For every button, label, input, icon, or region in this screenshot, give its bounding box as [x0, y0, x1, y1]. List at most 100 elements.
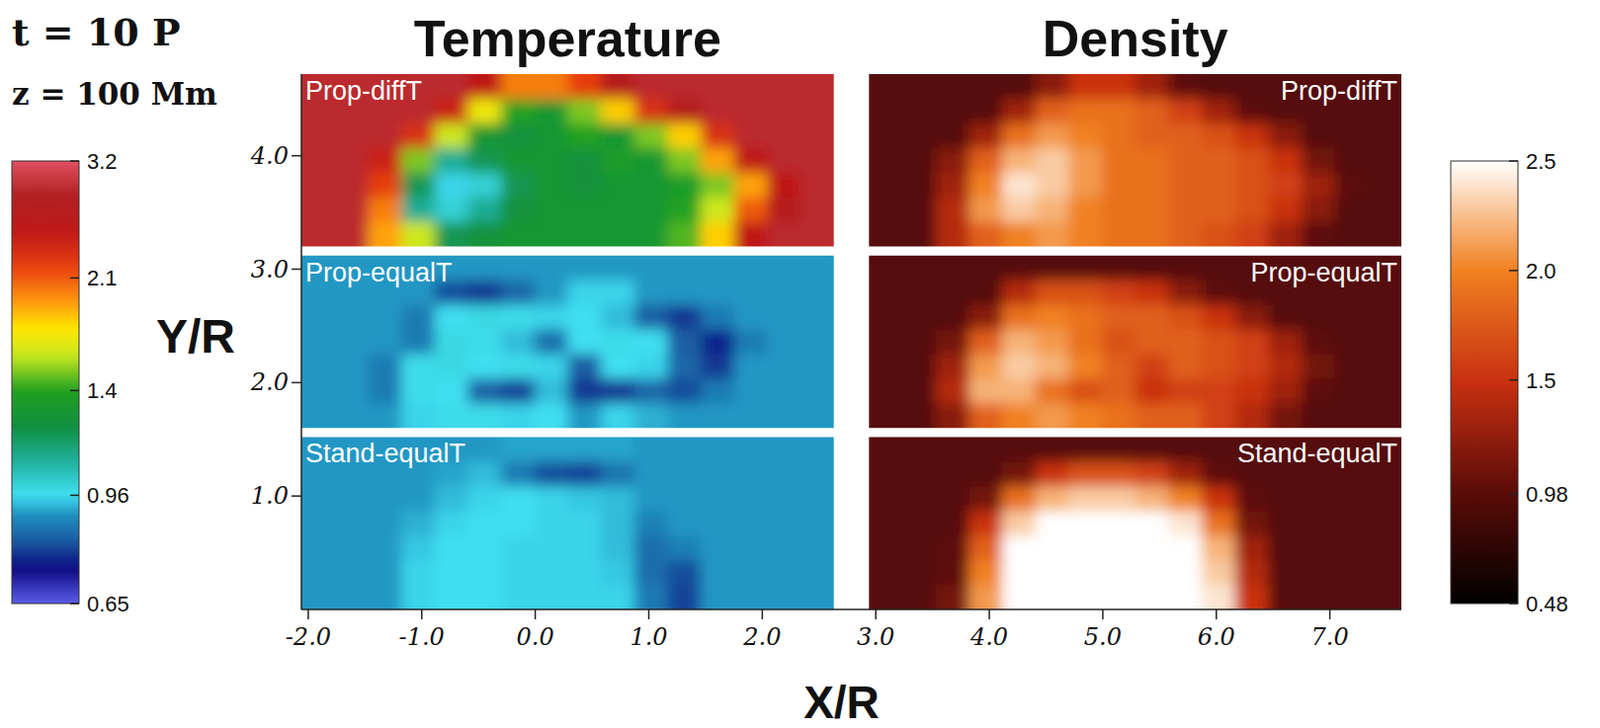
heatmap-cell — [734, 436, 768, 463]
heatmap-cell — [534, 403, 569, 428]
heatmap-cell — [534, 378, 569, 405]
heatmap-cell — [935, 461, 970, 488]
heatmap-cell — [700, 378, 735, 405]
heatmap-cell — [1235, 353, 1269, 380]
heatmap-cell — [766, 98, 801, 125]
heatmap-cell — [902, 560, 936, 587]
heatmap-cell — [1301, 535, 1336, 562]
panel — [868, 436, 1402, 610]
heatmap-cell — [634, 486, 669, 512]
heatmap-cell — [301, 148, 336, 174]
heatmap-cell — [301, 378, 336, 405]
heatmap-cell — [734, 330, 768, 356]
heatmap-cell — [1135, 560, 1170, 587]
heatmap-cell — [367, 172, 402, 199]
heatmap-cell — [868, 560, 903, 587]
heatmap-cell — [1068, 353, 1102, 380]
heatmap-cell — [734, 535, 768, 562]
heatmap-cell — [534, 74, 569, 100]
heatmap-cell — [1035, 378, 1070, 405]
heatmap-cell — [902, 197, 936, 224]
heatmap-cell — [734, 222, 768, 248]
heatmap-cell — [935, 222, 970, 248]
heatmap-cell — [1168, 461, 1202, 488]
heatmap-cell — [501, 403, 535, 428]
heatmap-cell — [335, 510, 369, 537]
heatmap-cell — [1235, 197, 1269, 224]
heatmap-cell — [1367, 560, 1402, 587]
heatmap-cell — [1201, 172, 1236, 199]
heatmap-cell — [1201, 330, 1236, 356]
heatmap-cell — [1002, 353, 1036, 380]
heatmap-cell — [1035, 436, 1070, 463]
heatmap-cell — [800, 305, 835, 332]
heatmap-cell — [600, 510, 635, 537]
heatmap-cell — [501, 378, 535, 405]
panel-label: Prop-equalT — [1250, 257, 1398, 288]
heatmap-cell — [467, 148, 502, 174]
heatmap-cell — [1301, 123, 1336, 150]
x-tick-label: -2.0 — [285, 623, 332, 652]
heatmap-cell — [667, 510, 701, 537]
heatmap-cell — [1101, 255, 1136, 282]
panel-cells — [301, 436, 835, 610]
heatmap-cell — [968, 222, 1003, 248]
heatmap-cell — [1335, 197, 1369, 224]
heatmap-cell — [401, 197, 435, 224]
heatmap-cell — [534, 197, 569, 224]
heatmap-cell — [367, 222, 402, 248]
heatmap-cell — [1267, 403, 1302, 428]
heatmap-cell — [1101, 486, 1136, 512]
heatmap-cell — [868, 330, 903, 356]
heatmap-cell — [734, 486, 768, 512]
heatmap-cell — [766, 461, 801, 488]
heatmap-cell — [434, 535, 469, 562]
heatmap-cell — [734, 510, 768, 537]
heatmap-cell — [968, 305, 1003, 332]
heatmap-cell — [367, 585, 402, 610]
heatmap-cell — [1235, 378, 1269, 405]
heatmap-cell — [667, 353, 701, 380]
heatmap-cell — [1267, 172, 1302, 199]
heatmap-cell — [968, 197, 1003, 224]
heatmap-cell — [501, 535, 535, 562]
heatmap-cell — [734, 123, 768, 150]
heatmap-cell — [1267, 378, 1302, 405]
heatmap-cell — [1002, 510, 1036, 537]
heatmap-cell — [1135, 305, 1170, 332]
heatmap-cell — [534, 330, 569, 356]
heatmap-cell — [1201, 222, 1236, 248]
heatmap-cell — [734, 353, 768, 380]
heatmap-cell — [968, 461, 1003, 488]
heatmap-cell — [567, 172, 601, 199]
heatmap-cell — [1135, 197, 1170, 224]
heatmap-cell — [1235, 123, 1269, 150]
colorbar-tick — [1509, 269, 1518, 272]
heatmap-cell — [501, 585, 535, 610]
heatmap-cell — [534, 436, 569, 463]
heatmap-cell — [700, 280, 735, 307]
heatmap-cell — [1367, 486, 1402, 512]
heatmap-cell — [501, 486, 535, 512]
heatmap-cell — [467, 436, 502, 463]
heatmap-cell — [467, 560, 502, 587]
heatmap-cell — [1035, 535, 1070, 562]
colorbar-tick-label: 2.0 — [1525, 258, 1557, 284]
y-tick — [291, 268, 302, 271]
y-tick-label: 3.0 — [251, 255, 289, 284]
heatmap-cell — [868, 222, 903, 248]
heatmap-cell — [935, 148, 970, 174]
heatmap-cell — [534, 172, 569, 199]
heatmap-cell — [667, 378, 701, 405]
heatmap-cell — [467, 585, 502, 610]
colorbar-tick-label: 2.5 — [1525, 149, 1557, 174]
heatmap-cell — [301, 486, 336, 512]
heatmap-cell — [800, 436, 835, 463]
heatmap-cell — [1068, 148, 1102, 174]
heatmap-cell — [1301, 560, 1336, 587]
heatmap-cell — [567, 378, 601, 405]
heatmap-cell — [902, 98, 936, 125]
heatmap-cell — [700, 74, 735, 100]
heatmap-cell — [700, 353, 735, 380]
heatmap-cell — [1068, 123, 1102, 150]
